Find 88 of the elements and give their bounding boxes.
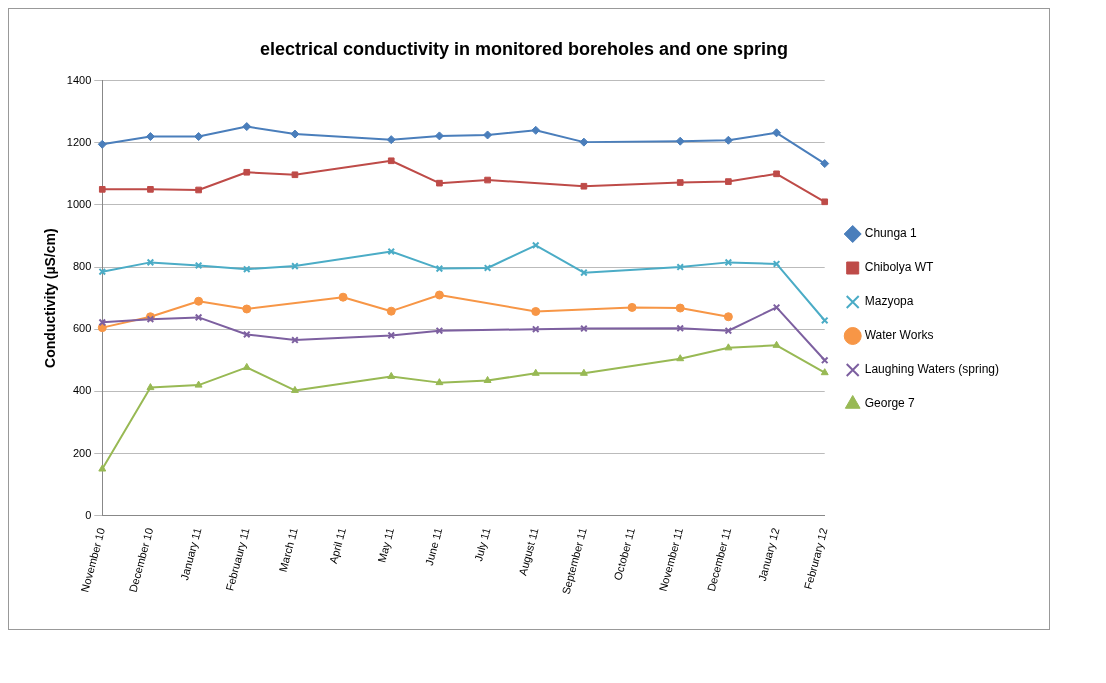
point xyxy=(484,176,491,184)
y-tick-label: 400 xyxy=(72,384,92,397)
point xyxy=(243,168,251,176)
legend-label: Laughing Waters (spring) xyxy=(864,362,1000,377)
point xyxy=(820,368,829,376)
point xyxy=(194,296,204,306)
point xyxy=(98,318,107,327)
y-tick-label: 0 xyxy=(85,508,92,521)
x-tick-label: October 11 xyxy=(611,526,637,582)
point xyxy=(820,316,829,325)
point xyxy=(723,135,733,145)
point xyxy=(194,380,203,388)
point xyxy=(387,331,396,340)
point xyxy=(821,198,829,206)
point xyxy=(435,326,444,335)
y-tick-label: 200 xyxy=(72,446,92,459)
x-tick-label: January 12 xyxy=(755,526,782,583)
point xyxy=(531,368,540,376)
point xyxy=(98,186,106,193)
y-axis-title: Conductivity (µS/cm) xyxy=(42,228,59,368)
y-tick-label: 1000 xyxy=(66,197,92,210)
point xyxy=(483,130,493,140)
point xyxy=(773,170,780,178)
point xyxy=(579,368,588,376)
point xyxy=(723,312,733,322)
point xyxy=(97,139,107,149)
y-tick-label: 1200 xyxy=(66,135,92,148)
point xyxy=(387,371,396,379)
point xyxy=(580,182,588,190)
point xyxy=(194,261,203,270)
x-tick-label: April 11 xyxy=(326,526,348,565)
point xyxy=(531,306,541,316)
point xyxy=(531,125,541,135)
x-tick-label: May 11 xyxy=(375,526,397,564)
point xyxy=(675,136,685,146)
point xyxy=(772,340,781,348)
point xyxy=(579,137,589,147)
point xyxy=(820,159,830,169)
point xyxy=(194,313,203,322)
point xyxy=(386,306,396,316)
x-tick-label: July 11 xyxy=(472,526,493,563)
point xyxy=(483,375,492,383)
point xyxy=(147,186,154,193)
point xyxy=(627,302,637,312)
x-tick-label: August 11 xyxy=(516,526,541,577)
point xyxy=(145,132,155,142)
point xyxy=(242,122,252,132)
x-tick-label: January 11 xyxy=(177,526,204,582)
point xyxy=(386,135,396,145)
point xyxy=(242,330,251,339)
point xyxy=(387,157,395,165)
x-tick-label: March 11 xyxy=(276,526,300,574)
point xyxy=(290,385,299,393)
point xyxy=(98,464,107,472)
legend-label: George 7 xyxy=(864,396,916,411)
point xyxy=(434,290,444,300)
legend-label: Mazyopa xyxy=(864,294,914,309)
point xyxy=(772,128,782,138)
point xyxy=(724,343,733,351)
point xyxy=(725,178,732,185)
legend-label: Chunga 1 xyxy=(864,226,918,241)
point xyxy=(146,258,155,267)
point xyxy=(676,354,685,362)
point xyxy=(435,378,444,386)
point xyxy=(387,247,396,256)
point xyxy=(772,303,781,312)
point xyxy=(435,264,444,273)
point xyxy=(146,383,155,391)
point xyxy=(676,179,684,186)
point xyxy=(724,258,733,267)
point xyxy=(242,304,252,314)
chart-title: electrical conductivity in monitored boreholes and one spring xyxy=(259,38,789,59)
point xyxy=(724,326,733,335)
legend-label: Water Works xyxy=(864,328,934,343)
point xyxy=(434,131,444,141)
point xyxy=(242,362,251,370)
y-tick-label: 800 xyxy=(72,260,92,273)
x-tick-label: June 11 xyxy=(422,526,445,567)
point xyxy=(675,303,685,313)
point xyxy=(195,186,202,194)
point xyxy=(291,171,299,179)
y-tick-label: 1400 xyxy=(66,73,92,86)
point xyxy=(338,292,348,302)
y-tick-label: 600 xyxy=(72,322,92,335)
legend-label: Chibolya WT xyxy=(864,260,935,275)
point xyxy=(436,179,443,187)
point xyxy=(290,129,300,139)
point xyxy=(194,132,204,142)
